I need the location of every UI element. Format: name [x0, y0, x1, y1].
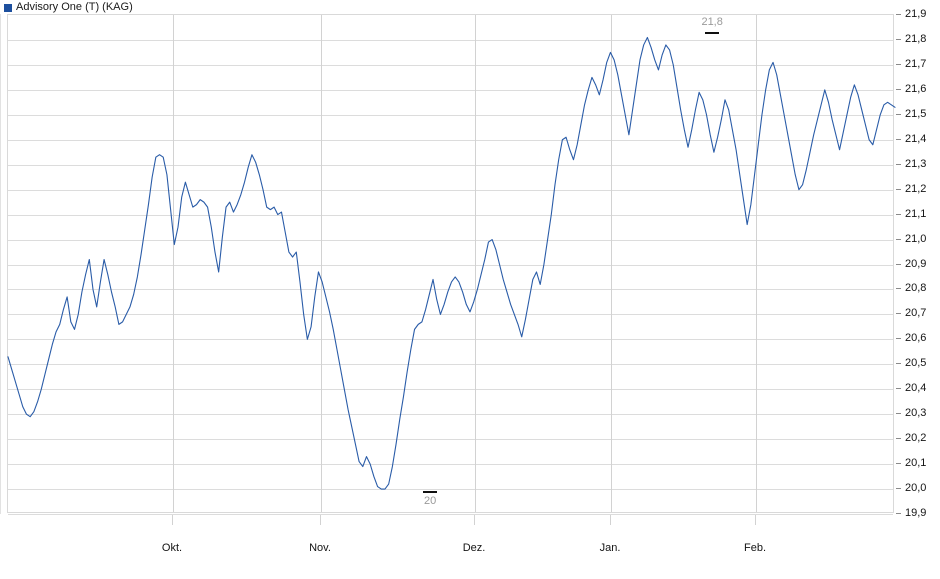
x-axis-label: Nov.	[309, 542, 331, 554]
y-axis-label: 21,2	[905, 183, 927, 195]
chart-legend: Advisory One (T) (KAG)	[4, 1, 133, 14]
x-axis-tick	[320, 515, 321, 525]
y-axis-tick	[896, 513, 901, 514]
y-axis-tick	[896, 438, 901, 439]
gridline-horizontal	[8, 140, 893, 141]
gridline-horizontal	[8, 265, 893, 266]
y-axis-label: 21,1	[905, 208, 927, 220]
vertical-gridlines	[8, 15, 893, 512]
y-axis-tick	[896, 313, 901, 314]
y-axis-label: 20,0	[905, 482, 927, 494]
y-axis-tick	[896, 388, 901, 389]
y-axis-label: 19,9	[905, 507, 927, 519]
y-axis-tick	[896, 214, 901, 215]
y-axis-tick	[896, 463, 901, 464]
y-axis-label: 21,7	[905, 58, 927, 70]
horizontal-gridlines	[8, 15, 893, 515]
y-axis-label: 20,8	[905, 282, 927, 294]
gridline-vertical	[756, 15, 757, 512]
gridline-horizontal	[8, 514, 893, 515]
x-axis-label: Feb.	[743, 542, 767, 554]
y-axis-tick	[896, 14, 901, 15]
gridline-horizontal	[8, 339, 893, 340]
gridline-horizontal	[8, 165, 893, 166]
gridline-horizontal	[8, 314, 893, 315]
y-axis-tick	[896, 363, 901, 364]
gridline-horizontal	[8, 115, 893, 116]
y-axis-tick	[896, 338, 901, 339]
x-axis-tick	[172, 515, 173, 525]
x-axis-tick	[474, 515, 475, 525]
y-axis-label: 21,3	[905, 158, 927, 170]
y-axis-label: 21,9	[905, 8, 927, 20]
gridline-horizontal	[8, 489, 893, 490]
gridline-horizontal	[8, 190, 893, 191]
x-axis-label: Okt.	[161, 542, 183, 554]
gridline-horizontal	[8, 439, 893, 440]
gridline-horizontal	[8, 215, 893, 216]
x-axis: Okt. Nov. Dez. Jan. Feb.	[7, 515, 894, 554]
y-axis: 21,9 21,8 21,7 21,6 21,5 21,4 21,3 21,2 21,1 21,0…	[896, 0, 940, 579]
y-axis-label: 21,4	[905, 133, 927, 145]
maximum-marker	[705, 32, 720, 35]
y-axis-label: 21,5	[905, 108, 927, 120]
maximum-value-label: 21,8	[701, 16, 723, 29]
y-axis-label: 20,5	[905, 357, 927, 369]
y-axis-tick	[896, 488, 901, 489]
y-axis-label: 20,3	[905, 407, 927, 419]
plot-area	[7, 14, 896, 515]
minimum-value-label: 20	[423, 495, 437, 508]
y-axis-label: 20,1	[905, 457, 927, 469]
x-axis-label: Dez.	[462, 542, 486, 554]
gridline-horizontal	[8, 90, 893, 91]
gridline-horizontal	[8, 414, 893, 415]
y-axis-label: 21,6	[905, 83, 927, 95]
y-axis-tick	[896, 288, 901, 289]
y-axis-label: 20,7	[905, 307, 927, 319]
y-axis-tick	[896, 264, 901, 265]
gridline-vertical	[321, 15, 322, 512]
gridline-horizontal	[8, 40, 893, 41]
price-line	[7, 36, 896, 490]
y-axis-tick	[896, 413, 901, 414]
gridline-vertical	[611, 15, 612, 512]
gridline-horizontal	[8, 65, 893, 66]
y-axis-label: 20,6	[905, 332, 927, 344]
gridline-horizontal	[8, 464, 893, 465]
gridline-horizontal	[8, 389, 893, 390]
gridline-horizontal	[8, 364, 893, 365]
y-axis-tick	[896, 239, 901, 240]
gridline-vertical	[475, 15, 476, 512]
y-axis-tick	[896, 39, 901, 40]
y-axis-tick	[896, 164, 901, 165]
gridline-vertical	[173, 15, 174, 512]
minimum-marker	[423, 491, 438, 494]
x-axis-label: Jan.	[599, 542, 621, 554]
gridline-horizontal	[8, 240, 893, 241]
plot-outer-left-margin	[0, 14, 7, 514]
y-axis-tick	[896, 89, 901, 90]
y-axis-tick	[896, 114, 901, 115]
x-axis-tick	[610, 515, 611, 525]
chart-title: Advisory One (T) (KAG)	[16, 1, 133, 13]
y-axis-tick	[896, 139, 901, 140]
y-axis-label: 20,4	[905, 382, 927, 394]
y-axis-label: 20,2	[905, 432, 927, 444]
y-axis-label: 21,8	[905, 33, 927, 45]
series-color-swatch-icon	[4, 3, 12, 12]
y-axis-tick	[896, 189, 901, 190]
y-axis-tick	[896, 64, 901, 65]
y-axis-label: 21,0	[905, 233, 927, 245]
x-axis-tick	[755, 515, 756, 525]
price-line-svg	[7, 36, 896, 490]
y-axis-label: 20,9	[905, 258, 927, 270]
gridline-horizontal	[8, 289, 893, 290]
series-canvas	[7, 15, 896, 512]
